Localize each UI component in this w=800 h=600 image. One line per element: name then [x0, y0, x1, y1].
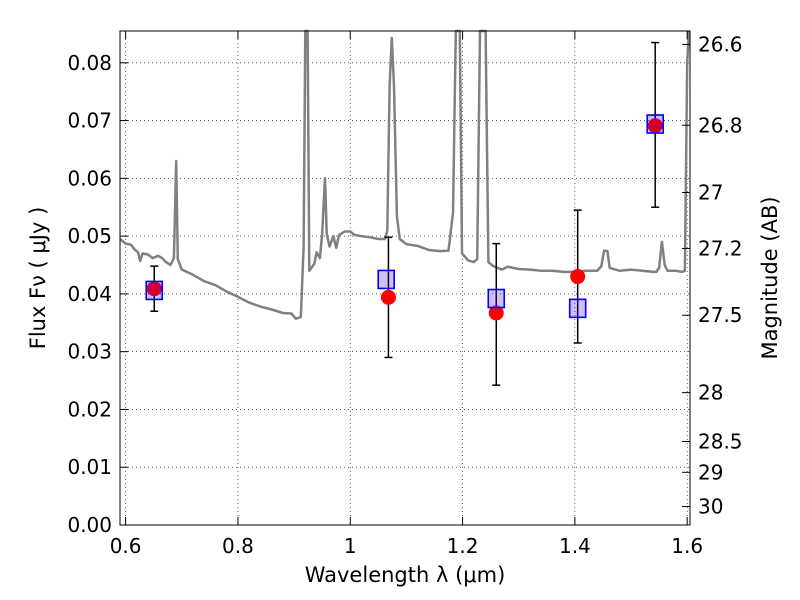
- x-tick-label: 0.8: [222, 534, 254, 558]
- x-axis-label: Wavelength λ (μm): [305, 563, 506, 587]
- x-tick-label: 1.2: [447, 534, 479, 558]
- x-tick-label: 0.6: [110, 534, 142, 558]
- y-tick-label: 0.05: [67, 224, 112, 248]
- data-point-model: [145, 280, 164, 301]
- x-tick-label: 1: [344, 534, 357, 558]
- data-point-model: [646, 114, 664, 134]
- x-tick-label: 1.6: [671, 534, 703, 558]
- y2-axis-label: Magnitude (AB): [758, 196, 782, 359]
- y-tick-label: 0.02: [67, 397, 112, 421]
- mag-tick-label: 27.5: [698, 303, 743, 327]
- y-tick-label: 0.01: [67, 455, 112, 479]
- errorbar-layer: [150, 41, 660, 386]
- y-tick-label: 0.07: [67, 109, 112, 133]
- grid-lines: [120, 31, 690, 526]
- data-point-model: [568, 298, 587, 319]
- mag-tick-label: 26.8: [698, 113, 743, 137]
- y-tick-label: 0.08: [67, 51, 112, 75]
- data-point-model: [487, 288, 506, 309]
- y-tick-label: 0.04: [67, 282, 112, 306]
- mag-tick-label: 28.5: [698, 429, 743, 453]
- data-point-model: [377, 269, 395, 290]
- data-point-observed: [488, 305, 504, 321]
- y-tick-label: 0.06: [67, 166, 112, 190]
- mag-tick-label: 27.2: [698, 236, 743, 260]
- data-point-observed: [647, 118, 663, 134]
- spectrum-line: [119, 29, 691, 320]
- mag-tick-label: 27: [698, 181, 723, 205]
- x-tick-label: 1.4: [559, 534, 591, 558]
- mag-tick-label: 29: [698, 460, 723, 484]
- mag-tick-label: 28: [698, 381, 723, 405]
- data-point-observed: [570, 269, 586, 285]
- data-point-observed: [146, 281, 162, 297]
- mag-tick-label: 26.6: [698, 32, 743, 56]
- data-point-observed: [380, 289, 396, 305]
- marker-layer: [145, 114, 664, 321]
- y-tick-label: 0.00: [67, 513, 112, 537]
- y-axis-label: Flux Fν ( μJy ): [26, 207, 50, 350]
- mag-tick-label: 30: [698, 495, 723, 519]
- y-tick-label: 0.03: [67, 340, 112, 364]
- plot-frame: [119, 30, 691, 526]
- spectrum-layer: [119, 29, 691, 320]
- tick-layer: 0.6 0.8 1 1.2 1.4 1.6 0.00 0.01 0.02 0.03 0.04 0.05…: [67, 31, 743, 558]
